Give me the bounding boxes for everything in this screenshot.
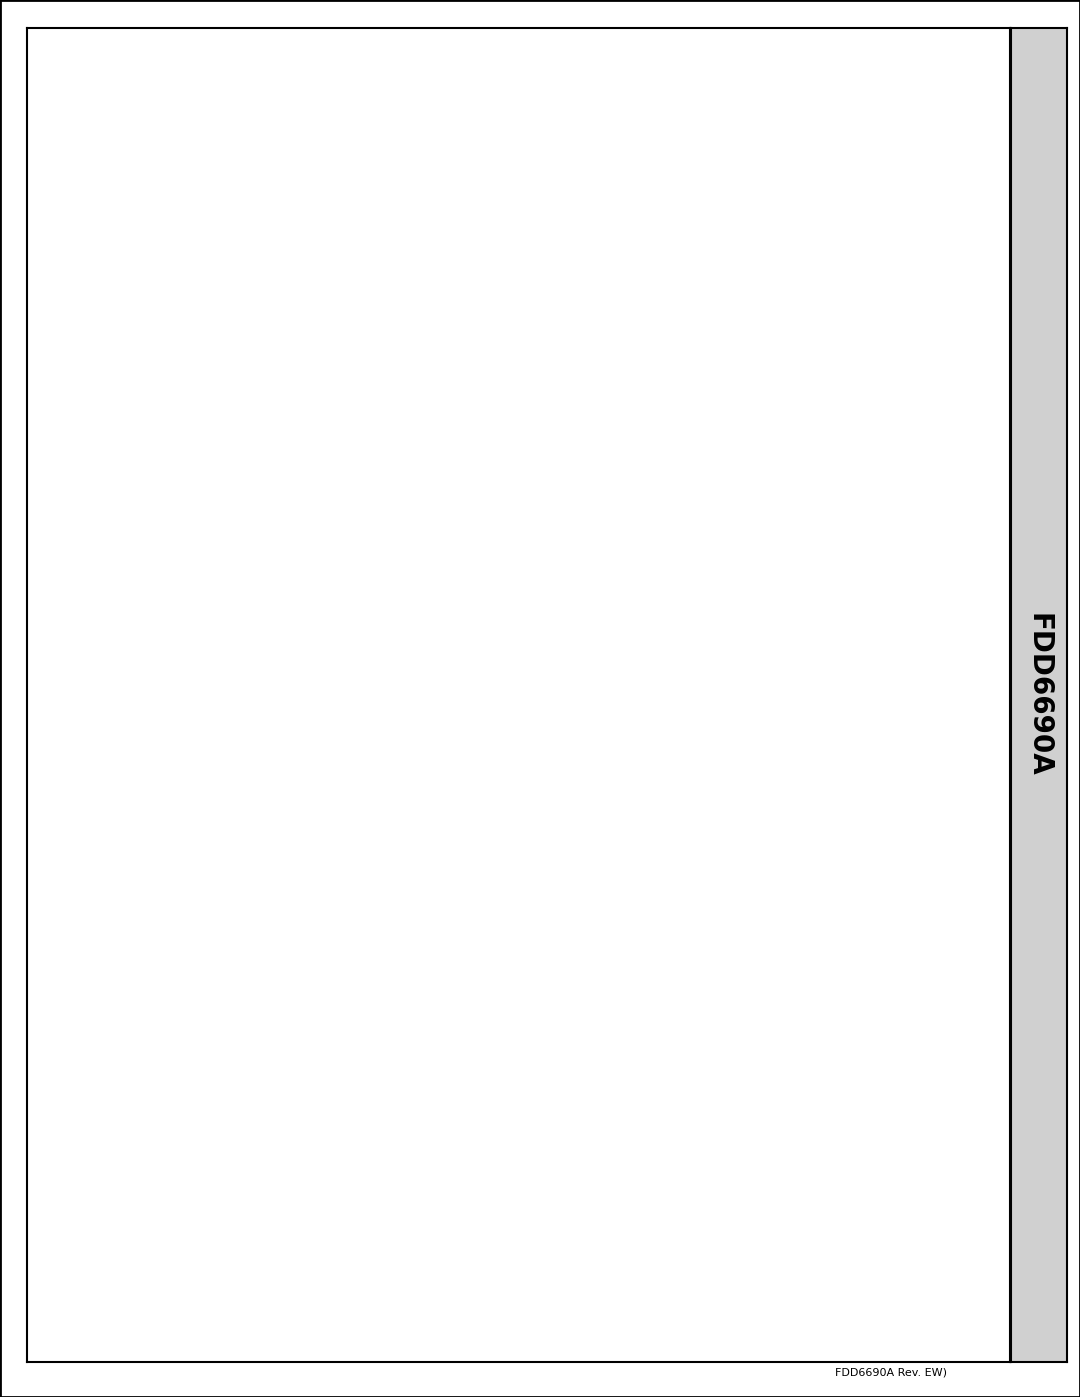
Text: $C_{iss}$: $C_{iss}$: [757, 205, 779, 219]
Text: $R_{\theta JA}$ = 96°C/W: $R_{\theta JA}$ = 96°C/W: [765, 528, 840, 543]
Y-axis label: r(t), NORMALIZED EFFECTIVE
TRANSIENT THERMAL RESISTANCE: r(t), NORMALIZED EFFECTIVE TRANSIENT THE…: [57, 901, 79, 1069]
Y-axis label: $V_{GS}$, GATE-SOURCE VOLTAGE (V): $V_{GS}$, GATE-SOURCE VOLTAGE (V): [79, 190, 93, 362]
X-axis label: $t_1$, TIME (sec): $t_1$, TIME (sec): [464, 1148, 540, 1162]
Text: f = 1MHz: f = 1MHz: [823, 154, 875, 163]
X-axis label: $t_1$, TIME (sec): $t_1$, TIME (sec): [756, 785, 832, 799]
Text: $C_{rss}$: $C_{rss}$: [699, 386, 721, 401]
Text: 20V: 20V: [447, 145, 469, 155]
Text: Figure 10. Single Pulse Maximum
Power Dissipation: Figure 10. Single Pulse Maximum Power Di…: [639, 785, 873, 814]
Text: $C_{oss}$: $C_{oss}$: [739, 328, 764, 344]
Text: DC: DC: [343, 693, 357, 704]
Text: $T_J - T_A = P \cdot R_{\theta JA}(t)$: $T_J - T_A = P \cdot R_{\theta JA}(t)$: [595, 1042, 681, 1056]
Text: P(pk): P(pk): [658, 915, 684, 925]
Text: 100ms: 100ms: [401, 592, 434, 602]
Text: 0.05: 0.05: [125, 943, 147, 953]
X-axis label: $V_{DS}$, DRAIN TO SOURCE VOLTAGE (V): $V_{DS}$, DRAIN TO SOURCE VOLTAGE (V): [690, 440, 897, 453]
Text: 1s: 1s: [382, 620, 393, 630]
Text: $V_{GS}$ = 4.5V: $V_{GS}$ = 4.5V: [133, 669, 188, 683]
Y-axis label: CAPACITANCE (pF): CAPACITANCE (pF): [564, 225, 573, 327]
Text: Thermal characterization performed using the conditions described in Note 1b.
Tr: Thermal characterization performed using…: [322, 1206, 737, 1228]
Text: 0.01: 0.01: [125, 1004, 147, 1014]
Text: Figure 11. Transient Thermal Response Curve: Figure 11. Transient Thermal Response Cu…: [359, 1160, 700, 1173]
Text: SINGLE PULSE: SINGLE PULSE: [254, 1080, 323, 1090]
Text: Figure 7. Gate Charge Characteristics: Figure 7. Gate Charge Characteristics: [149, 440, 413, 454]
Text: $R_{DS(ON)}$ LIMIT: $R_{DS(ON)}$ LIMIT: [151, 539, 215, 555]
Text: Figure 9. Maximum Safe Operating Area: Figure 9. Maximum Safe Operating Area: [145, 782, 428, 796]
Text: $R_{\theta JA}(t) = r(t) \cdot R_{\theta JA}$: $R_{\theta JA}(t) = r(t) \cdot R_{\theta…: [643, 855, 730, 869]
Text: 15V: 15V: [440, 170, 461, 180]
Y-axis label: P(pk), PEAK TRANSIENT POWER (W): P(pk), PEAK TRANSIENT POWER (W): [570, 532, 580, 718]
Text: 10ms: 10ms: [413, 563, 440, 573]
Text: SINGLE PULSE: SINGLE PULSE: [133, 693, 202, 704]
Text: $V_{GS}$ = 0 V: $V_{GS}$ = 0 V: [823, 175, 879, 189]
Text: FDD6690A: FDD6690A: [1025, 613, 1053, 777]
Text: FDD6690A Rev. EW): FDD6690A Rev. EW): [835, 1368, 946, 1377]
Text: 0.1: 0.1: [125, 912, 140, 922]
Text: Typical Characteristics: Typical Characteristics: [72, 56, 427, 84]
Text: $t_1$: $t_1$: [696, 971, 704, 983]
Text: $R_{\theta JA}$ = 96 °C/W: $R_{\theta JA}$ = 96 °C/W: [643, 877, 720, 891]
Text: 0.02: 0.02: [125, 974, 147, 983]
Text: $t_2$: $t_2$: [704, 988, 713, 1000]
X-axis label: $V_{DS}$, DRAIN-SOURCE VOLTAGE (V): $V_{DS}$, DRAIN-SOURCE VOLTAGE (V): [217, 785, 393, 799]
Text: Duty Cycle, D = $t_1 / t_2$: Duty Cycle, D = $t_1 / t_2$: [595, 1070, 698, 1084]
X-axis label: $Q_g$, GATE CHARGE (nC): $Q_g$, GATE CHARGE (nC): [240, 440, 370, 455]
Text: $T_A$ = 25°C: $T_A$ = 25°C: [133, 735, 184, 749]
Text: Figure 8. Capacitance Characteristics: Figure 8. Capacitance Characteristics: [625, 440, 887, 454]
Text: 100μs: 100μs: [390, 506, 419, 515]
Y-axis label: $I_D$, DRAIN CURRENT (A): $I_D$, DRAIN CURRENT (A): [66, 564, 79, 686]
Text: D = 0.5: D = 0.5: [125, 856, 162, 866]
Text: 1ms: 1ms: [413, 532, 433, 542]
Text: $I_D$ = 12 A: $I_D$ = 12 A: [140, 151, 193, 165]
Text: 10: 10: [363, 650, 375, 659]
Text: SINGLE PULSE: SINGLE PULSE: [765, 509, 838, 518]
Text: 0.2: 0.2: [125, 884, 140, 894]
Text: $R_{\theta JA}$ = 96°C/W: $R_{\theta JA}$ = 96°C/W: [133, 714, 203, 728]
Text: $V_{DS}$ = 10V: $V_{DS}$ = 10V: [332, 229, 391, 243]
Text: $T_A$ = 25°C: $T_A$ = 25°C: [765, 550, 819, 563]
